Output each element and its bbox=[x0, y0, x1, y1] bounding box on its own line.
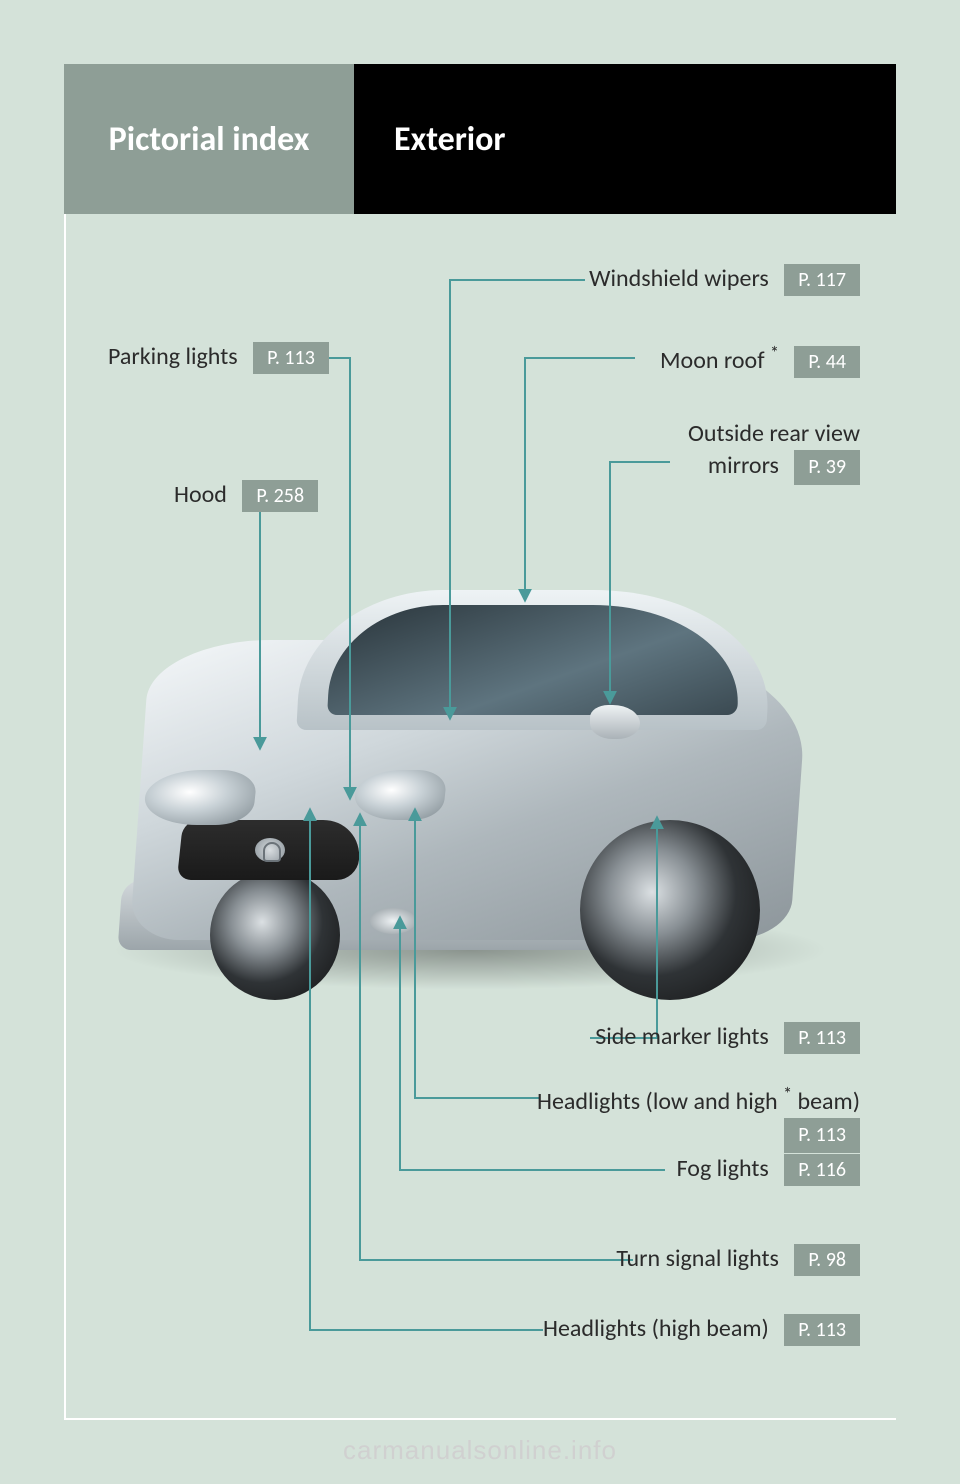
asterisk-icon: * bbox=[770, 342, 779, 364]
label-hood-text: Hood bbox=[174, 480, 227, 509]
label-turn-signal: Turn signal lights P. 98 bbox=[616, 1244, 860, 1276]
label-headlights-high-text: Headlights (high beam) bbox=[543, 1314, 769, 1343]
page-ref-fog-lights: P. 116 bbox=[784, 1154, 860, 1186]
label-turn-signal-text: Turn signal lights bbox=[616, 1244, 779, 1273]
label-windshield-wipers: Windshield wipers P. 117 bbox=[589, 264, 860, 296]
page-ref-moon-roof: P. 44 bbox=[794, 346, 860, 378]
page-ref-hood: P. 258 bbox=[242, 480, 318, 512]
label-headlights-high: Headlights (high beam) P. 113 bbox=[543, 1314, 860, 1346]
label-side-marker: Side marker lights P. 113 bbox=[595, 1022, 860, 1054]
label-headlights-lowhigh-pre: Headlights (low and high bbox=[537, 1087, 778, 1116]
label-hood: Hood P. 258 bbox=[174, 480, 318, 512]
label-fog-lights-text: Fog lights bbox=[677, 1154, 769, 1183]
label-mirrors-line1: Outside rear view bbox=[688, 418, 860, 450]
label-parking-lights: Parking lights P. 113 bbox=[108, 342, 329, 374]
car-wheel-front bbox=[210, 870, 340, 1000]
page-ref-headlights-lowhigh: P. 113 bbox=[784, 1118, 860, 1153]
page-ref-turn-signal: P. 98 bbox=[794, 1244, 860, 1276]
car-mirror bbox=[590, 705, 640, 739]
header-right-title: Exterior bbox=[394, 119, 506, 160]
page-header: Pictorial index Exterior bbox=[64, 64, 896, 214]
label-parking-lights-text: Parking lights bbox=[108, 342, 238, 371]
label-mirrors: Outside rear view mirrors P. 39 bbox=[688, 418, 860, 485]
label-moon-roof-text: Moon roof bbox=[660, 346, 764, 375]
page-ref-side-marker: P. 113 bbox=[784, 1022, 860, 1054]
car-foglight bbox=[370, 908, 416, 934]
label-side-marker-text: Side marker lights bbox=[595, 1022, 769, 1051]
header-left-title: Pictorial index bbox=[109, 119, 310, 160]
header-left-panel: Pictorial index bbox=[64, 64, 354, 214]
label-windshield-wipers-text: Windshield wipers bbox=[589, 264, 769, 293]
label-headlights-lowhigh-post: beam) bbox=[798, 1087, 861, 1116]
page-ref-windshield-wipers: P. 117 bbox=[784, 264, 860, 296]
page-ref-headlights-high: P. 113 bbox=[784, 1314, 860, 1346]
car-wheel-rear bbox=[580, 820, 760, 1000]
page-ref-mirrors: P. 39 bbox=[794, 450, 860, 485]
label-headlights-lowhigh: Headlights (low and high * beam) P. 113 bbox=[537, 1082, 860, 1153]
manual-page: Pictorial index Exterior Wind bbox=[0, 0, 960, 1484]
label-moon-roof: Moon roof * P. 44 bbox=[660, 342, 860, 378]
header-right-panel: Exterior bbox=[354, 64, 896, 214]
label-fog-lights: Fog lights P. 116 bbox=[677, 1154, 860, 1186]
page-ref-parking-lights: P. 113 bbox=[253, 342, 329, 374]
car-badge bbox=[255, 838, 285, 862]
label-mirrors-line2: mirrors bbox=[708, 452, 779, 481]
asterisk-icon: * bbox=[783, 1083, 792, 1105]
watermark-text: carmanualsonline.info bbox=[0, 1435, 960, 1466]
